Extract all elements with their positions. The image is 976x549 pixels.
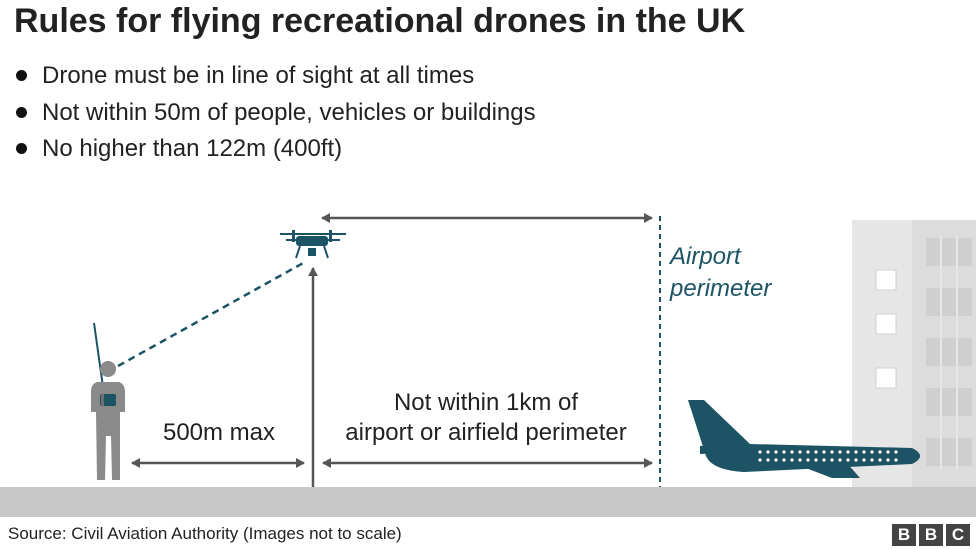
drone-icon [280, 230, 346, 259]
airport-perimeter-label: Airport [668, 243, 742, 270]
logo-letter: B [892, 524, 916, 546]
rule-text: No higher than 122m (400ft) [42, 135, 343, 162]
airplane-icon [688, 400, 920, 478]
rule-item: Drone must be in line of sight at all ti… [16, 58, 536, 95]
airport-rule-label: Not within 1km of [394, 389, 578, 416]
line-of-sight [117, 260, 306, 368]
bbc-logo: B B C [892, 524, 970, 546]
rule-item: No higher than 122m (400ft) [16, 131, 536, 168]
ground [0, 487, 976, 517]
rule-text: Not within 50m of people, vehicles or bu… [42, 98, 536, 126]
pilot-icon [91, 322, 125, 480]
bullet-icon [16, 70, 27, 81]
max-distance-label: 500m max [163, 419, 275, 446]
airport-rule-label: airport or airfield perimeter [345, 419, 626, 446]
graphic-title: Rules for flying recreational drones in … [14, 2, 746, 40]
bullet-icon [16, 106, 27, 118]
airport-perimeter-label: perimeter [669, 275, 772, 302]
rules-list: Drone must be in line of sight at all ti… [16, 58, 536, 168]
building-icon [852, 220, 976, 488]
bullet-icon [16, 143, 27, 154]
rule-item: Not within 50m of people, vehicles or bu… [16, 95, 536, 132]
rule-text: Drone must be in line of sight at all ti… [42, 62, 475, 89]
logo-letter: C [946, 524, 970, 546]
logo-letter: B [919, 524, 943, 546]
source-note: Source: Civil Aviation Authority (Images… [8, 524, 402, 543]
